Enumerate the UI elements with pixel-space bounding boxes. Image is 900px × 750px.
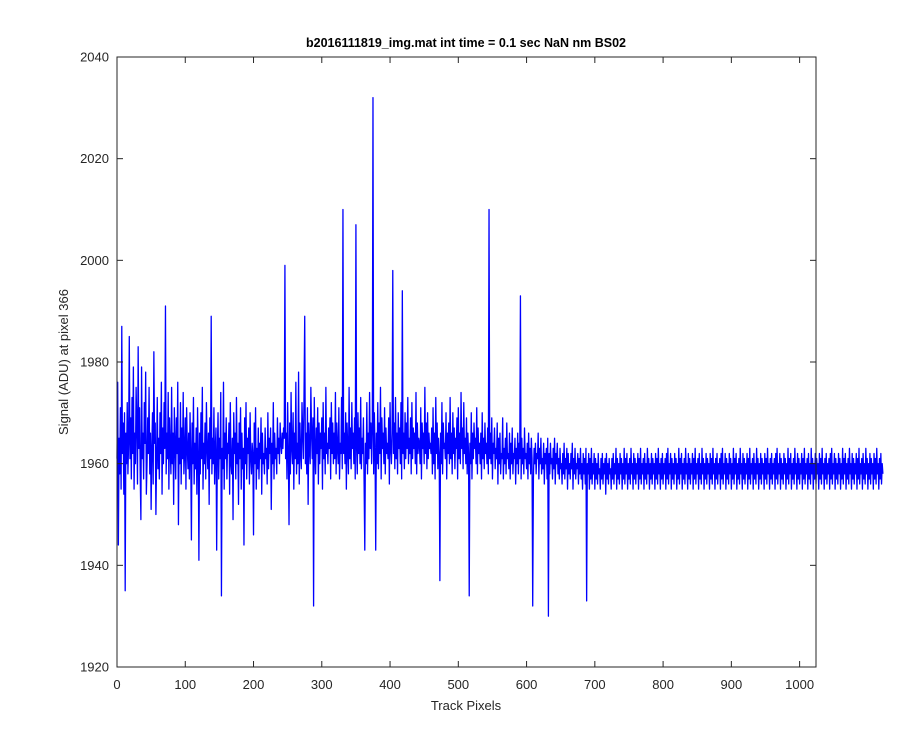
x-tick-label: 400 bbox=[379, 677, 401, 692]
series-layer bbox=[116, 97, 884, 617]
y-tick-label: 1940 bbox=[80, 558, 109, 573]
x-tick-label: 500 bbox=[447, 677, 469, 692]
x-tick-label: 600 bbox=[516, 677, 538, 692]
x-tick-label: 300 bbox=[311, 677, 333, 692]
y-tick-label: 2000 bbox=[80, 253, 109, 268]
chart-title: b2016111819_img.mat int time = 0.1 sec N… bbox=[306, 36, 626, 50]
y-axis-label: Signal (ADU) at pixel 366 bbox=[56, 289, 71, 435]
y-tick-label: 1980 bbox=[80, 355, 109, 370]
x-tick-label: 1000 bbox=[785, 677, 814, 692]
y-tick-label: 2040 bbox=[80, 50, 109, 65]
x-tick-label: 200 bbox=[243, 677, 265, 692]
x-axis-label: Track Pixels bbox=[431, 698, 502, 713]
x-axis: 0 100 200 300 400 500 600 700 800 900 1000 bbox=[113, 57, 814, 692]
series-line-0 bbox=[116, 97, 884, 617]
y-tick-label: 1960 bbox=[80, 456, 109, 471]
x-tick-label: 700 bbox=[584, 677, 606, 692]
x-tick-label: 0 bbox=[113, 677, 120, 692]
x-tick-label: 100 bbox=[174, 677, 196, 692]
y-tick-label: 1920 bbox=[80, 660, 109, 675]
x-tick-label: 900 bbox=[721, 677, 743, 692]
y-tick-label: 2020 bbox=[80, 151, 109, 166]
y-axis: 1920 1940 1960 1980 2000 2020 2040 bbox=[80, 50, 816, 675]
x-tick-label: 800 bbox=[652, 677, 674, 692]
plot-area bbox=[117, 57, 816, 667]
